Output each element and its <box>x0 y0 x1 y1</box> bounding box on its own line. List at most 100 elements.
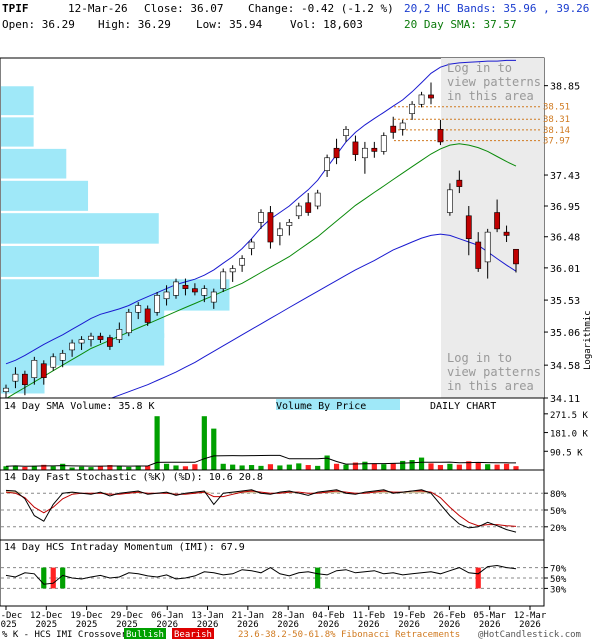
volume-bar <box>428 463 434 470</box>
login-overlay-bottom[interactable]: Log in to view patterns in this area <box>447 351 541 393</box>
volume-bar <box>352 462 359 470</box>
volume-bar <box>258 465 264 470</box>
volume-bar <box>286 464 292 470</box>
stoch-d-line <box>5 490 517 527</box>
volume-bar <box>220 463 226 470</box>
date-tick-label: 13-Jan <box>191 611 224 621</box>
volume-tick-label: 271.5 K <box>550 411 589 421</box>
volume-bar <box>296 463 302 470</box>
volume-by-price-bars <box>1 86 230 394</box>
login-overlay-top[interactable]: Log in to view patterns in this area <box>447 61 541 103</box>
volume-bar <box>277 465 283 470</box>
candle-body <box>380 135 387 152</box>
date-tick-label: 26-Feb <box>433 611 466 621</box>
crossover-marker <box>475 567 481 589</box>
date-axis: 08-Dec202512-Dec202519-Dec202529-Dec2025… <box>0 606 547 630</box>
candles <box>3 82 519 399</box>
volume-bar <box>418 457 425 470</box>
volume-bar <box>154 416 160 470</box>
volume-bar <box>485 464 491 470</box>
candle-body <box>465 215 472 240</box>
imi-tick-label: 70% <box>550 565 567 575</box>
candle-body <box>267 212 274 243</box>
volume-bar <box>145 465 151 470</box>
stochastic-panel: 14 Day Fast Stochastic (%K) (%D): 10.6 2… <box>0 469 567 541</box>
volume-sma-line <box>5 454 517 467</box>
candle-body <box>305 202 312 213</box>
candle-body <box>286 222 293 226</box>
volume-by-price-label: Volume By Price <box>276 401 366 412</box>
bearish-swatch <box>172 628 214 639</box>
crossover-marker <box>41 567 47 589</box>
candle-body <box>182 284 189 289</box>
volume-bar <box>437 465 444 470</box>
volume-bar <box>173 465 179 470</box>
volume-bar <box>22 466 28 470</box>
candle-body <box>456 179 463 187</box>
candle-body <box>201 288 208 296</box>
volume-bar <box>333 463 340 470</box>
date-tick-year: 2025 <box>116 620 138 630</box>
crossover-legend: % K - HCS IMI Crossover: <box>2 630 132 640</box>
imi-tick-label: 30% <box>550 585 567 595</box>
crossover-marker <box>315 567 321 589</box>
date-tick-label: 06-Jan <box>151 611 184 621</box>
vbp-bar <box>1 86 34 116</box>
close-value: Close: 36.07 <box>144 2 223 15</box>
sma-value: 20 Day SMA: 37.57 <box>404 18 517 31</box>
date-tick-year: 2026 <box>318 620 340 630</box>
crossover-marker <box>50 567 56 589</box>
login-line-2[interactable]: view patterns <box>447 75 541 89</box>
volume-bar <box>305 465 311 470</box>
date-tick-label: 28-Jan <box>272 611 305 621</box>
price-tick-label: 38.85 <box>550 82 580 93</box>
volume-bar <box>107 465 113 470</box>
vbp-label-bg <box>276 399 400 410</box>
candle-body <box>125 311 132 334</box>
fib-legend: 23.6-38.2-50-61.8% Fibonacci Retracement… <box>238 630 460 640</box>
price-tick-label: 36.95 <box>550 202 580 213</box>
candle-body <box>513 248 519 265</box>
vbp-bar <box>1 213 159 244</box>
stochastic-label: 14 Day Fast Stochastic (%K) (%D): 10.6 2… <box>4 472 263 483</box>
candle-body <box>371 147 378 152</box>
volume-bar <box>230 464 236 470</box>
date-tick-label: 29-Dec <box>111 611 144 621</box>
crossover-marker <box>60 567 66 589</box>
stoch-tick-label: 80% <box>550 490 567 500</box>
date-tick-label: 11-Feb <box>353 611 386 621</box>
volume-bar <box>163 463 170 470</box>
log-scale-label: Logarithmic <box>583 310 593 370</box>
login-line-4[interactable]: Log in to <box>447 351 512 365</box>
volume-bar <box>466 461 472 470</box>
date-tick-label: 19-Dec <box>70 611 103 621</box>
login-line-3[interactable]: in this area <box>447 89 534 103</box>
candle-body <box>428 94 434 99</box>
bullish-label: Bullish <box>126 630 164 640</box>
fib-label: 38.51 <box>543 103 570 113</box>
price-tick-label: 35.53 <box>550 296 580 307</box>
candle-body <box>21 373 28 385</box>
stoch-tick-label: 20% <box>550 524 567 534</box>
volume-bar <box>267 464 274 470</box>
date-tick-label: 04-Feb <box>312 611 345 621</box>
candle-body <box>399 122 406 130</box>
fib-label: 38.14 <box>543 126 570 136</box>
date-tick-year: 2026 <box>156 620 178 630</box>
candle-body <box>352 141 359 155</box>
date-tick-year: 2025 <box>0 620 17 630</box>
login-line-5[interactable]: view patterns <box>447 365 541 379</box>
candle-body <box>144 308 151 323</box>
date-tick-year: 2026 <box>277 620 299 630</box>
login-line-1[interactable]: Log in to <box>447 61 512 75</box>
candle-body <box>3 387 9 392</box>
vbp-bar <box>1 245 99 277</box>
imi-tick-label: 50% <box>550 575 567 585</box>
login-line-6[interactable]: in this area <box>447 379 534 393</box>
price-tick-label: 34.58 <box>550 361 580 372</box>
candle-body <box>418 94 425 105</box>
volume-bar <box>362 461 368 470</box>
volume-bar <box>324 455 330 470</box>
